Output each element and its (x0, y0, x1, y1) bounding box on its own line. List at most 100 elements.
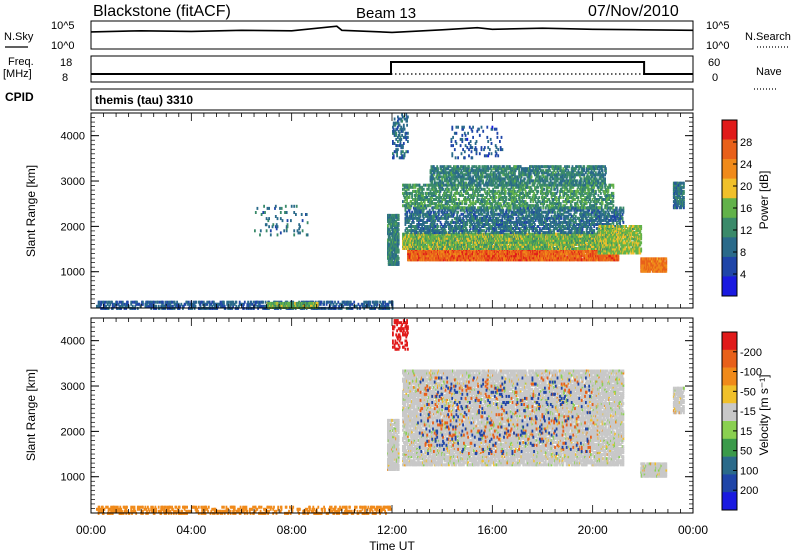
cpid-panel-frame (90, 88, 694, 111)
power-cell (532, 258, 535, 262)
power-cell (534, 258, 537, 262)
power-cell (389, 238, 392, 242)
power-cell (537, 242, 540, 246)
power-cell (407, 220, 410, 224)
power-cell (262, 300, 264, 304)
power-cell (417, 218, 419, 222)
power-cell (113, 304, 116, 308)
power-cell (279, 206, 281, 210)
power-cell (436, 223, 439, 226)
power-cell (422, 218, 424, 222)
power-cell (446, 214, 449, 218)
power-cell (574, 256, 576, 260)
power-cell (410, 223, 413, 226)
power-cell (548, 236, 550, 240)
power-cell (339, 302, 342, 306)
power-cell (501, 242, 504, 246)
power-cell (579, 234, 582, 238)
power-cell (534, 238, 537, 242)
power-cell (387, 218, 390, 221)
power-cell (392, 131, 395, 135)
power-cell (550, 236, 553, 240)
power-cell (443, 227, 446, 231)
power-cell (169, 302, 172, 306)
power-cell (495, 252, 498, 256)
power-cell (401, 113, 403, 117)
power-cell (121, 300, 124, 304)
power-cell (382, 302, 385, 306)
power-cell (290, 219, 292, 223)
power-cell (515, 240, 518, 244)
power-cell (407, 140, 409, 143)
power-cell (402, 123, 405, 127)
power-cell (508, 254, 510, 258)
power-cell (448, 227, 450, 231)
power-cell (157, 304, 160, 308)
power-cell (409, 229, 412, 233)
power-cell (417, 252, 419, 256)
power-cell (199, 304, 202, 308)
power-cell (415, 234, 418, 238)
power-cell (578, 240, 581, 244)
power-cell (295, 301, 298, 305)
power-cell (595, 232, 598, 236)
power-cell (399, 140, 402, 143)
power-cell (392, 252, 395, 256)
power-cell (232, 300, 234, 304)
power-cell (363, 302, 366, 306)
power-cell (295, 204, 298, 208)
power-cell (505, 238, 508, 242)
power-cell (375, 304, 378, 308)
power-cell (187, 302, 189, 306)
power-cell (395, 148, 398, 152)
power-cell (433, 223, 436, 226)
power-cell (441, 208, 444, 212)
power-cell (408, 214, 411, 218)
power-cell (527, 256, 530, 260)
power-cell (400, 152, 403, 156)
power-cell (433, 231, 436, 235)
power-cell (585, 232, 588, 236)
power-cell (295, 213, 297, 216)
power-cell (430, 214, 433, 218)
power-cell (603, 256, 606, 260)
power-cell (458, 252, 461, 256)
power-cell (596, 242, 599, 246)
power-cell (392, 224, 395, 228)
power-cell (387, 222, 390, 226)
power-cell (603, 234, 606, 238)
power-cell (458, 234, 461, 238)
power-cell (417, 208, 419, 212)
power-cell (406, 119, 408, 123)
power-cell (387, 248, 389, 252)
power-cell (399, 135, 402, 139)
power-cell (593, 250, 596, 254)
power-cell (402, 146, 404, 150)
power-cell (523, 256, 525, 260)
power-cell (453, 247, 456, 250)
power-cell (427, 216, 429, 220)
power-cell (387, 258, 390, 262)
power-cell (275, 227, 278, 231)
power-cell (463, 258, 466, 262)
power-cell (418, 254, 421, 258)
power-cell (338, 304, 340, 308)
freq-panel: Freq. [MHz] 18 8 60 0 Nave (3, 55, 782, 90)
power-cell (106, 300, 108, 304)
power-cell (422, 214, 424, 218)
power-cell (451, 252, 454, 256)
power-cell (280, 206, 283, 210)
power-cell (456, 256, 459, 260)
power-cell (390, 224, 393, 228)
power-cell (466, 240, 469, 244)
power-cell (522, 256, 525, 260)
power-cell (475, 245, 478, 248)
power-cell (426, 218, 429, 222)
power-cell (395, 236, 398, 240)
power-cell (532, 232, 535, 236)
power-cell (316, 301, 319, 305)
power-cell (397, 250, 400, 254)
power-cell (176, 300, 178, 304)
power-cell (417, 227, 419, 231)
power-cell (271, 225, 274, 229)
